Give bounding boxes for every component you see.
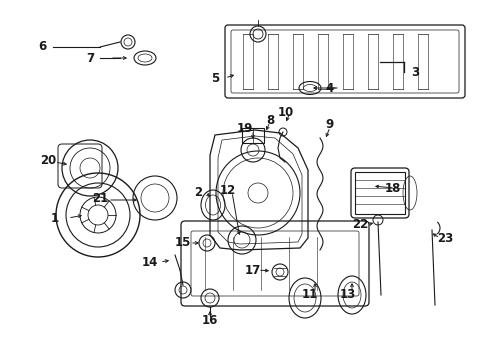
Text: 11: 11: [301, 288, 318, 302]
Text: 14: 14: [142, 256, 158, 269]
Text: 18: 18: [384, 181, 400, 194]
Text: 20: 20: [40, 153, 56, 166]
Text: 19: 19: [236, 122, 253, 135]
Text: 22: 22: [351, 219, 367, 231]
Text: 6: 6: [38, 40, 46, 54]
Text: 17: 17: [244, 264, 261, 276]
Text: 8: 8: [265, 113, 274, 126]
Text: 9: 9: [325, 118, 333, 131]
Bar: [354, 172, 404, 214]
Text: 4: 4: [325, 81, 333, 94]
Text: 21: 21: [92, 192, 108, 204]
Text: 1: 1: [51, 211, 59, 225]
Text: 10: 10: [277, 105, 293, 118]
Text: 13: 13: [339, 288, 355, 302]
Text: 3: 3: [410, 66, 418, 78]
Text: 7: 7: [86, 51, 94, 64]
Text: 23: 23: [436, 231, 452, 244]
Text: 16: 16: [202, 314, 218, 327]
Text: 2: 2: [194, 186, 202, 199]
Text: 12: 12: [220, 184, 236, 197]
Text: 5: 5: [210, 72, 219, 85]
Bar: [242, 128, 264, 143]
Text: 15: 15: [174, 237, 191, 249]
